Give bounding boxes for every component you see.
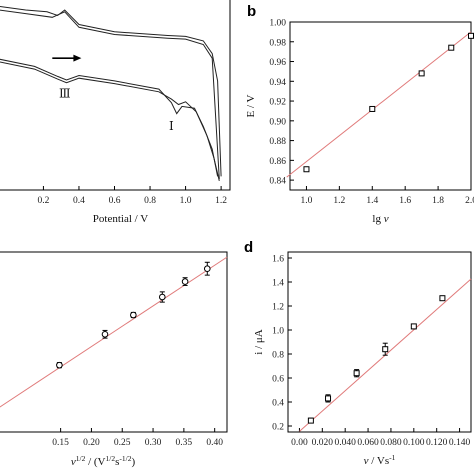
x-axis-label-b: lg v [372,213,388,225]
x-tick-label-b: 1.8 [432,196,444,206]
x-tick-label-d: 0.100 [403,438,425,448]
x-tick-label-b: 1.2 [333,196,345,206]
data-point-d [439,295,446,302]
y-tick-label-d: 1.0 [272,327,284,337]
fit-line-b [286,31,472,178]
y-axis-label-b: E / V [245,94,257,117]
x-tick-label-a: 1.2 [215,196,227,206]
data-point-b [369,105,376,112]
data-point-d [410,323,417,330]
panel-d-scatter-i-vs-v: 0.00 0.020 0.040 0.060 0.080 0.100 0.120 0.140 0… [244,239,472,468]
x-tick-label-c: 0.20 [83,438,100,448]
peak-label: Ⅲ [59,86,71,100]
x-tick-label-d: 0.040 [335,438,357,448]
x-tick-label-d: 0.060 [357,438,379,448]
x-tick-label-c: 0.15 [52,438,69,448]
data-point-b [418,70,425,77]
data-point-c [130,311,137,319]
panel-a-cyclic-voltammogram: 0.20.40.60.81.01.2ⅡⅢⅠPotential / V [0,0,231,225]
y-tick-label-d: 1.2 [272,303,284,313]
y-tick-label-b: 0.96 [269,58,286,68]
y-tick-label-d: 0.2 [272,423,284,433]
cv-curve [0,58,219,177]
cv-curve [0,61,220,182]
y-tick-label-b: 0.98 [269,38,286,48]
y-tick-label-b: 0.88 [269,137,286,147]
x-tick-label-d: 0.080 [380,438,402,448]
data-point-c [181,278,189,285]
x-tick-label-c: 0.30 [145,438,162,448]
y-tick-label-b: 0.90 [269,117,286,127]
cv-curve [0,6,222,177]
data-point-c [158,293,166,301]
y-tick-label-b: 0.86 [269,157,286,167]
x-tick-label-d: 0.00 [291,438,308,448]
x-tick-label-a: 0.8 [144,196,156,206]
data-point-c [101,330,109,338]
x-axis-label-a: Potential / V [93,213,148,225]
x-tick-label-c: 0.25 [114,438,131,448]
x-tick-label-d: 0.120 [426,438,448,448]
panel-c-scatter-i-vs-sqrt-v: 0.15 0.20 0.25 0.30 0.35 0.40 v1/2 / (V1/2s-1/… [0,251,228,469]
cv-curve [0,9,220,180]
plot-frame-c [0,251,228,433]
x-axis-label-d: v / Vs-1 [364,453,396,468]
data-point-b [448,44,455,51]
data-point-c [56,361,63,369]
data-point-c [203,265,211,273]
arrow-head [73,54,82,62]
x-tick-label-b: 2.0 [465,196,474,206]
y-tick-label-b: 1.00 [269,19,286,29]
data-point-d [307,417,314,424]
x-tick-label-b: 1.6 [399,196,411,206]
panel-label-b: b [247,3,256,20]
y-tick-label-d: 0.4 [272,399,284,409]
data-point-d [353,370,360,377]
panel-label-d: d [244,239,253,256]
x-tick-label-c: 0.35 [176,438,193,448]
plot-frame-b [289,21,472,191]
x-tick-label-c: 0.40 [206,438,223,448]
panel-b-scatter-e-vs-lgv: 1.0 1.2 1.4 1.6 1.8 2.0 0.84 0.86 0.88 0.90 0.92 0.… [245,3,474,225]
y-tick-label-d: 1.6 [272,255,284,265]
data-point-b [303,166,310,173]
y-tick-label-d: 0.8 [272,351,284,361]
plot-frame-a [0,0,231,191]
plot-frame-d [287,251,472,433]
x-tick-label-a: 1.0 [180,196,192,206]
y-tick-label-b: 0.94 [269,78,286,88]
data-point-d [382,346,389,353]
x-tick-label-a: 0.4 [73,196,85,206]
x-tick-label-d: 0.020 [312,438,334,448]
x-axis-label-c: v1/2 / (V1/2s-1/2) [71,454,136,469]
y-tick-label-d: 1.4 [272,279,284,289]
y-axis-label-d: i / μA [253,329,265,355]
x-tick-label-a: 0.6 [109,196,121,206]
fit-line-c [0,256,228,408]
x-tick-label-a: 0.2 [37,196,49,206]
x-tick-label-b: 1.4 [366,196,378,206]
y-tick-label-b: 0.84 [269,177,286,187]
y-tick-label-b: 0.92 [269,98,286,108]
y-tick-label-d: 0.6 [272,375,284,385]
data-point-b [468,32,474,39]
peak-label: Ⅰ [169,119,174,133]
x-tick-label-b: 1.0 [301,196,313,206]
x-tick-label-d: 0.140 [449,438,471,448]
data-point-d [325,395,332,402]
